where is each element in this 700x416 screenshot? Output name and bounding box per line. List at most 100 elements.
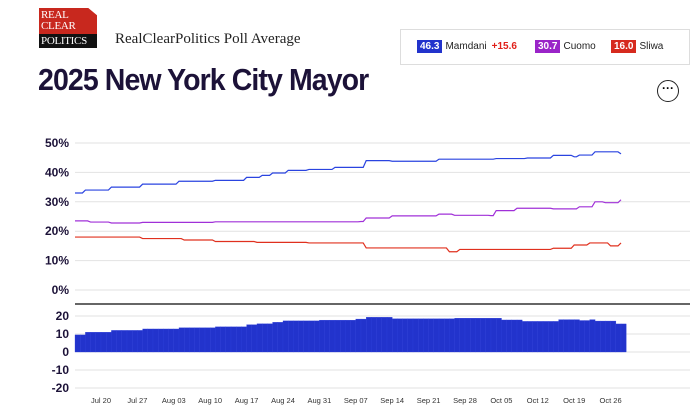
page-title: 2025 New York City Mayor: [38, 62, 369, 97]
spread-bar: [106, 332, 112, 353]
spread-bar: [501, 319, 507, 353]
spread-bar: [522, 321, 528, 353]
ellipsis-icon[interactable]: ···: [657, 80, 679, 102]
spread-bar: [168, 328, 175, 353]
spread-bar: [204, 327, 211, 353]
spread-bar: [85, 332, 91, 353]
spread-bar: [402, 318, 409, 353]
x-tick-label: Oct 26: [600, 396, 622, 405]
x-tick-label: Jul 20: [91, 396, 111, 405]
spread-bar: [74, 334, 81, 353]
spread-bar: [496, 318, 502, 353]
legend: 46.3 Mamdani +15.6 30.7 Cuomo 16.0 Sliwa: [400, 29, 690, 65]
x-tick-label: Oct 05: [490, 396, 512, 405]
x-tick-label: Oct 12: [527, 396, 549, 405]
logo-line-1: REAL: [41, 9, 69, 21]
spread-bar: [111, 330, 117, 353]
x-tick-label: Jul 27: [127, 396, 147, 405]
spread-bar: [158, 328, 164, 353]
spread-bar: [220, 326, 227, 353]
legend-value: 16.0: [611, 40, 637, 53]
spread-bar: [459, 318, 466, 353]
spread-bar: [251, 324, 258, 353]
spread-bar: [236, 326, 242, 353]
spread-bar: [282, 320, 289, 353]
spread-bar: [90, 332, 97, 353]
spread-bar: [303, 320, 310, 353]
spread-bar: [386, 317, 393, 353]
x-tick-label: Sep 21: [417, 396, 441, 405]
spread-bar: [371, 317, 377, 353]
spread-bar: [215, 326, 221, 353]
spread-bar: [95, 332, 102, 353]
spread-bar: [381, 317, 388, 353]
spread-bar: [194, 327, 201, 353]
spread-bar: [329, 319, 336, 353]
spread-bar: [178, 327, 185, 353]
series-line-mamdani: [75, 151, 622, 194]
spread-bar: [490, 318, 497, 353]
x-tick-label: Aug 24: [271, 396, 295, 405]
spread-bar: [605, 320, 611, 353]
spread-bar: [594, 320, 601, 353]
rcp-logo[interactable]: REAL CLEAR POLITICS: [39, 8, 97, 48]
spread-bar: [189, 327, 195, 353]
spread-bar: [277, 322, 284, 353]
legend-item-sliwa: 16.0 Sliwa: [611, 40, 663, 53]
spread-bar: [464, 318, 471, 353]
spread-bar: [142, 328, 149, 353]
legend-name: Sliwa: [639, 41, 664, 52]
spread-bar: [584, 320, 591, 353]
x-tick-label: Sep 07: [344, 396, 368, 405]
spread-bar: [350, 319, 357, 353]
spread-bar: [600, 320, 606, 353]
spread-bar: [438, 318, 445, 353]
spread-bar: [256, 323, 263, 353]
y-tick-label: 10%: [45, 254, 69, 268]
spread-bar: [418, 318, 424, 353]
spread-bar: [308, 320, 315, 353]
spread-bar: [423, 318, 429, 353]
spread-bar: [345, 319, 351, 353]
spread-bar: [241, 326, 247, 353]
legend-name: Mamdani: [445, 41, 487, 52]
y-tick-label: 50%: [45, 136, 69, 150]
spread-bar: [574, 319, 580, 353]
spread-bar: [563, 319, 570, 353]
spread-bar: [397, 318, 403, 353]
legend-item-mamdani: 46.3 Mamdani +15.6: [417, 40, 517, 53]
spread-bar: [433, 318, 440, 353]
spread-bar: [407, 318, 414, 353]
spread-bar: [475, 318, 481, 353]
spread-bar: [527, 321, 533, 353]
spread-bar: [163, 328, 169, 353]
spread-bar: [454, 318, 461, 353]
spread-bar: [506, 319, 513, 353]
spread-bar: [298, 320, 305, 353]
spread-bar: [428, 318, 435, 353]
x-tick-label: Sep 28: [453, 396, 477, 405]
logo-line-2: CLEAR: [41, 20, 76, 32]
spread-bar: [147, 328, 154, 353]
x-tick-label: Aug 10: [198, 396, 222, 405]
series-line-cuomo: [75, 199, 622, 224]
spread-bar: [620, 323, 627, 353]
legend-value: 30.7: [535, 40, 561, 53]
chart-subtitle: RealClearPolitics Poll Average: [115, 31, 301, 47]
legend-spread: +15.6: [491, 41, 517, 52]
spread-bar: [324, 319, 331, 353]
series-line-sliwa: [75, 236, 622, 253]
spread-bar: [412, 318, 419, 353]
spread-bar: [360, 318, 367, 353]
y-tick-label: -20: [52, 381, 70, 395]
spread-bar: [100, 332, 107, 353]
y-tick-label: 30%: [45, 195, 69, 209]
spread-bar: [262, 323, 268, 353]
x-tick-label: Aug 17: [235, 396, 259, 405]
spread-bar: [246, 324, 253, 353]
y-tick-label: -10: [52, 363, 70, 377]
spread-bar: [579, 320, 585, 353]
spread-bar: [392, 318, 398, 353]
spread-bar: [314, 320, 320, 353]
